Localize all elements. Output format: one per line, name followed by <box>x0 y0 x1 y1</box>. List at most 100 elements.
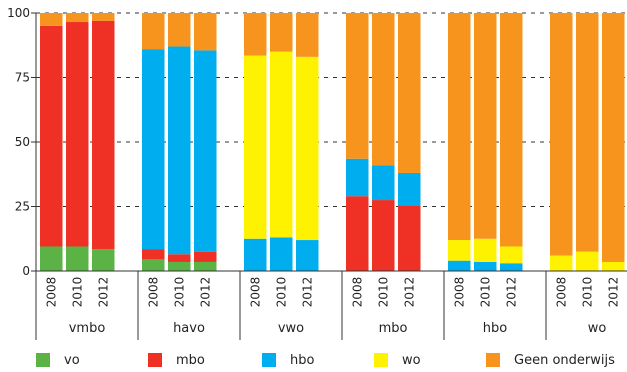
bar-segment-vwo-2012-wo <box>296 56 319 241</box>
bar-segment-havo-2012-hbo <box>194 50 217 252</box>
x-year-label-vwo-2010: 2010 <box>274 277 288 308</box>
bar-segment-vmbo-2010-geen-onderwijs <box>66 13 89 23</box>
bar-segment-vwo-2012-geen-onderwijs <box>296 13 319 57</box>
bar-segment-hbo-2012-hbo <box>500 263 523 271</box>
bar-segment-hbo-2008-wo <box>448 240 471 261</box>
bar-segment-hbo-2008-hbo <box>448 260 471 271</box>
legend-item-geen-onderwijs: Geen onderwijs <box>486 350 615 370</box>
x-group-label-wo: wo <box>588 321 607 336</box>
bar-segment-vmbo-2012-vo <box>92 249 115 271</box>
x-year-label-vmbo-2012: 2012 <box>96 277 110 308</box>
x-year-label-havo-2012: 2012 <box>198 277 212 308</box>
bar-segment-vmbo-2008-geen-onderwijs <box>40 13 63 26</box>
bar-segment-mbo-2008-geen-onderwijs <box>346 13 369 159</box>
bar-segment-vwo-2008-geen-onderwijs <box>244 13 267 56</box>
legend-label-mbo: mbo <box>176 352 205 368</box>
x-year-label-wo-2010: 2010 <box>580 277 594 308</box>
bar-segment-vwo-2008-wo <box>244 55 267 239</box>
bar-segment-hbo-2010-wo <box>474 238 497 262</box>
x-year-label-mbo-2012: 2012 <box>402 277 416 308</box>
bar-segment-vwo-2008-hbo <box>244 238 267 271</box>
bar-segment-wo-2008-geen-onderwijs <box>550 13 573 256</box>
legend-item-vo: vo <box>36 350 80 370</box>
x-year-label-vmbo-2008: 2008 <box>44 277 58 308</box>
bar-segment-hbo-2012-wo <box>500 246 523 264</box>
x-year-label-hbo-2012: 2012 <box>504 277 518 308</box>
bar-segment-vmbo-2008-vo <box>40 246 63 271</box>
legend-swatch-wo <box>374 353 388 367</box>
legend-item-wo: wo <box>374 350 421 370</box>
legend: vo mbo hbo wo Geen onderwijs <box>0 350 627 372</box>
axis-layer: 0 25 50 75 100 2008 2010 2012 vmbo 2008 2010 2012 ha… <box>7 6 627 340</box>
y-tick-label-25: 25 <box>15 200 30 214</box>
x-year-label-havo-2008: 2008 <box>146 277 160 308</box>
x-group-label-mbo: mbo <box>379 321 408 336</box>
bar-segment-vmbo-2008-mbo <box>40 25 63 247</box>
x-group-label-vmbo: vmbo <box>69 321 106 336</box>
bar-segment-havo-2010-vo <box>168 261 191 271</box>
stacked-bar-chart: 0 25 50 75 100 2008 2010 2012 vmbo 2008 2010 2012 ha… <box>7 6 627 340</box>
legend-label-geen-onderwijs: Geen onderwijs <box>514 352 615 368</box>
x-year-label-mbo-2010: 2010 <box>376 277 390 308</box>
bar-segment-havo-2010-geen-onderwijs <box>168 13 191 47</box>
bar-segment-havo-2012-mbo <box>194 251 217 262</box>
bar-segment-havo-2010-mbo <box>168 254 191 262</box>
bar-segment-mbo-2008-mbo <box>346 196 369 271</box>
bar-segment-havo-2008-vo <box>142 259 165 271</box>
bar-segment-havo-2008-geen-onderwijs <box>142 13 165 50</box>
bar-segment-havo-2008-hbo <box>142 49 165 250</box>
x-year-label-havo-2010: 2010 <box>172 277 186 308</box>
bar-segment-vmbo-2010-vo <box>66 246 89 271</box>
y-tick-label-100: 100 <box>7 6 30 20</box>
bar-segment-vmbo-2010-mbo <box>66 22 89 247</box>
bar-segment-mbo-2010-geen-onderwijs <box>372 13 395 166</box>
bar-segment-vwo-2012-hbo <box>296 240 319 271</box>
legend-label-vo: vo <box>64 352 80 368</box>
legend-item-mbo: mbo <box>148 350 205 370</box>
legend-item-hbo: hbo <box>262 350 314 370</box>
x-year-label-wo-2012: 2012 <box>606 277 620 308</box>
bar-segment-havo-2008-mbo <box>142 249 165 260</box>
y-tick-label-50: 50 <box>15 135 30 149</box>
x-group-label-vwo: vwo <box>278 321 304 336</box>
legend-swatch-hbo <box>262 353 276 367</box>
x-year-label-vwo-2008: 2008 <box>248 277 262 308</box>
x-year-label-vwo-2012: 2012 <box>300 277 314 308</box>
bars-layer <box>40 13 625 271</box>
bar-segment-hbo-2010-hbo <box>474 261 497 271</box>
bar-segment-havo-2012-geen-onderwijs <box>194 13 217 51</box>
bar-segment-mbo-2010-mbo <box>372 200 395 271</box>
bar-segment-wo-2012-wo <box>602 261 625 271</box>
bar-segment-hbo-2010-geen-onderwijs <box>474 13 497 239</box>
x-group-label-hbo: hbo <box>483 321 507 336</box>
bar-segment-vmbo-2012-geen-onderwijs <box>92 13 115 21</box>
bar-segment-havo-2010-hbo <box>168 46 191 255</box>
bar-segment-mbo-2008-hbo <box>346 158 369 197</box>
bar-segment-wo-2010-wo <box>576 251 599 271</box>
legend-label-hbo: hbo <box>290 352 315 368</box>
legend-label-wo: wo <box>402 352 421 368</box>
x-year-label-hbo-2008: 2008 <box>452 277 466 308</box>
bar-segment-vwo-2010-hbo <box>270 237 293 271</box>
x-year-label-hbo-2010: 2010 <box>478 277 492 308</box>
legend-swatch-mbo <box>148 353 162 367</box>
grid-layer <box>36 12 627 207</box>
legend-swatch-vo <box>36 353 50 367</box>
bar-segment-wo-2010-geen-onderwijs <box>576 13 599 252</box>
bar-segment-wo-2008-wo <box>550 255 573 271</box>
legend-swatch-geen-onderwijs <box>486 353 500 367</box>
x-group-label-havo: havo <box>173 321 205 336</box>
bar-segment-hbo-2008-geen-onderwijs <box>448 13 471 241</box>
bar-segment-wo-2012-geen-onderwijs <box>602 13 625 262</box>
y-tick-label-0: 0 <box>22 264 30 278</box>
x-year-label-wo-2008: 2008 <box>554 277 568 308</box>
bar-segment-havo-2012-vo <box>194 261 217 271</box>
bar-segment-vwo-2010-wo <box>270 51 293 238</box>
x-year-label-vmbo-2010: 2010 <box>70 277 84 308</box>
y-tick-label-75: 75 <box>15 71 30 85</box>
bar-segment-vmbo-2012-mbo <box>92 20 115 250</box>
bar-segment-mbo-2012-geen-onderwijs <box>398 13 421 173</box>
bar-segment-vwo-2010-geen-onderwijs <box>270 13 293 52</box>
bar-segment-hbo-2012-geen-onderwijs <box>500 13 523 247</box>
bar-segment-mbo-2010-hbo <box>372 165 395 201</box>
